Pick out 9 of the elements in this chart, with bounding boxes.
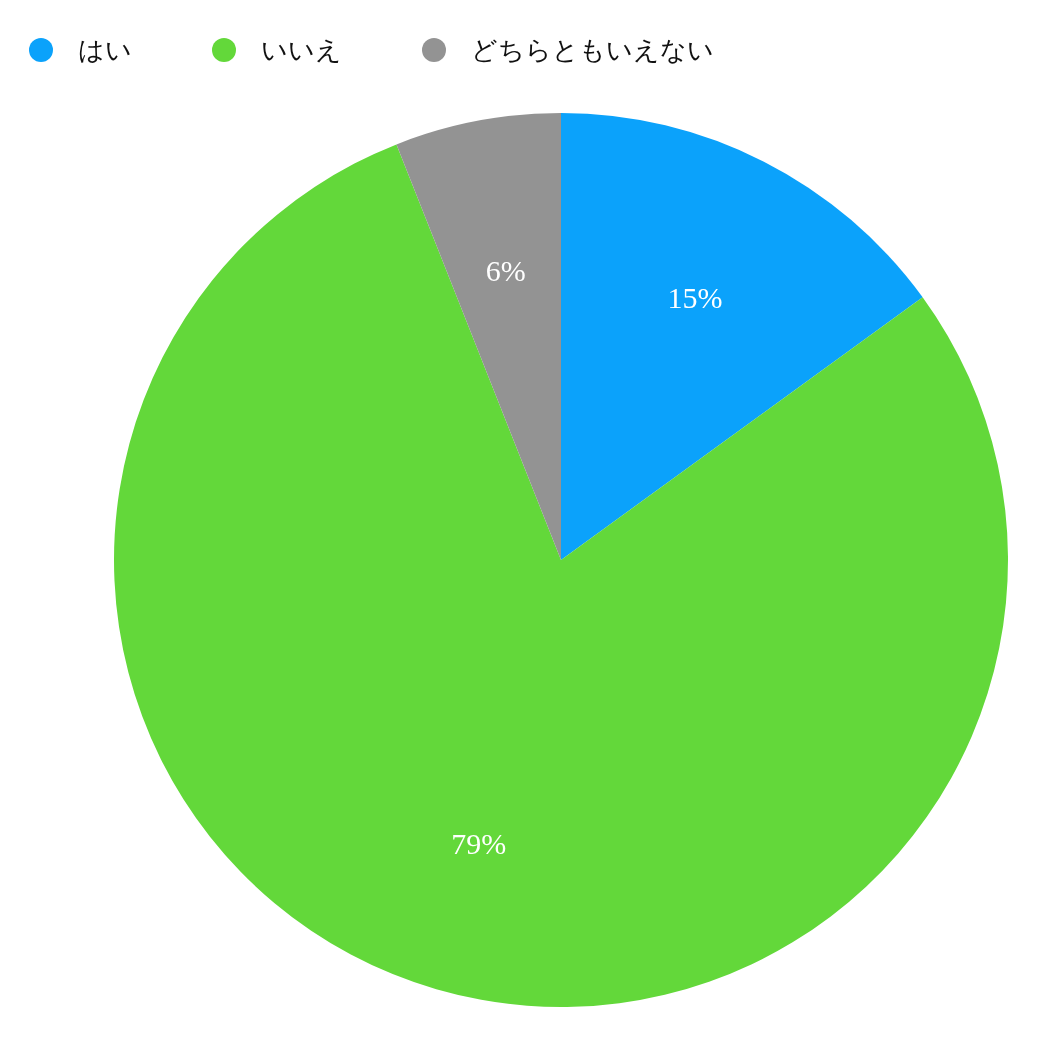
legend-label: いいえ	[261, 35, 342, 65]
legend-label: はい	[78, 35, 132, 65]
data-label: 6%	[485, 253, 526, 287]
pie-slice	[114, 144, 1008, 1007]
pie-slice	[396, 113, 561, 560]
legend-label: どちらともいえない	[471, 35, 714, 65]
data-label: 15%	[667, 280, 723, 314]
pie-slice	[561, 113, 923, 560]
data-label: 79%	[451, 826, 507, 860]
